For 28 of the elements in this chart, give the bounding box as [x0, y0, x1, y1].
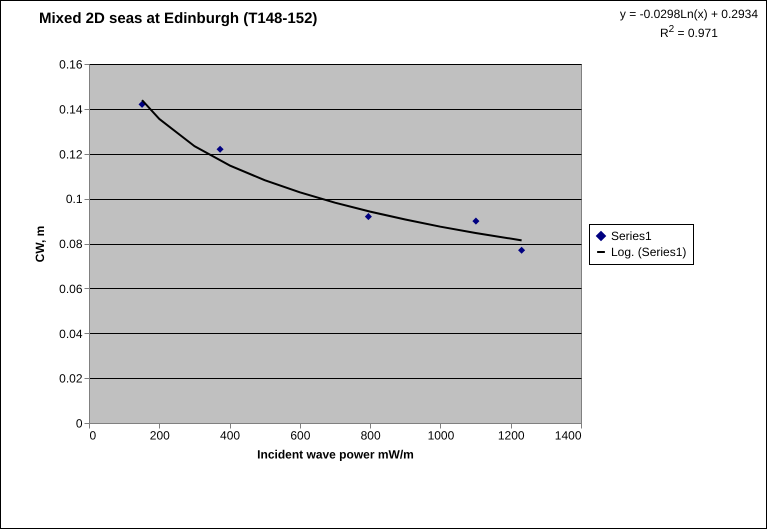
y-tick-label: 0.12	[59, 147, 83, 162]
x-tick-label: 1200	[498, 428, 525, 442]
y-tick-label: 0	[76, 416, 83, 430]
y-tick-label: 0.02	[59, 372, 83, 386]
y-axis-title: CW, m	[33, 226, 48, 262]
y-tick-label: 0.14	[59, 102, 83, 116]
text: R$^{2}$ = 0.971	[658, 23, 719, 41]
legend-label: Log. (Series1)	[611, 245, 686, 259]
y-tick-label: 0.04	[59, 326, 83, 341]
point	[472, 218, 480, 225]
y-tick-label: 0.06	[59, 282, 83, 296]
x-tick-label: 400	[220, 428, 240, 442]
point	[518, 246, 526, 254]
x-tick-label: 800	[360, 428, 381, 442]
x-tick-label: 600	[290, 428, 311, 442]
chart-title: Mixed 2D seas at Edinburgh (T148-152)	[39, 10, 318, 27]
y-tick-label: 0.1	[66, 192, 83, 206]
x-tick-label: 0	[90, 428, 96, 442]
y-tick-label: 0.16	[59, 58, 83, 72]
x-axis-title: Incident wave power mW/m	[257, 448, 414, 462]
point	[364, 213, 372, 220]
x-tick-label: 1400	[554, 428, 582, 442]
text: y = -0.0298Ln(x) + 0.2934	[620, 7, 758, 22]
point	[216, 146, 224, 153]
y-tick-label: 0.08	[59, 237, 83, 251]
x-tick-label: 200	[150, 428, 170, 442]
legend-label: Series1	[611, 229, 652, 243]
x-tick-label: 1000	[428, 428, 455, 442]
